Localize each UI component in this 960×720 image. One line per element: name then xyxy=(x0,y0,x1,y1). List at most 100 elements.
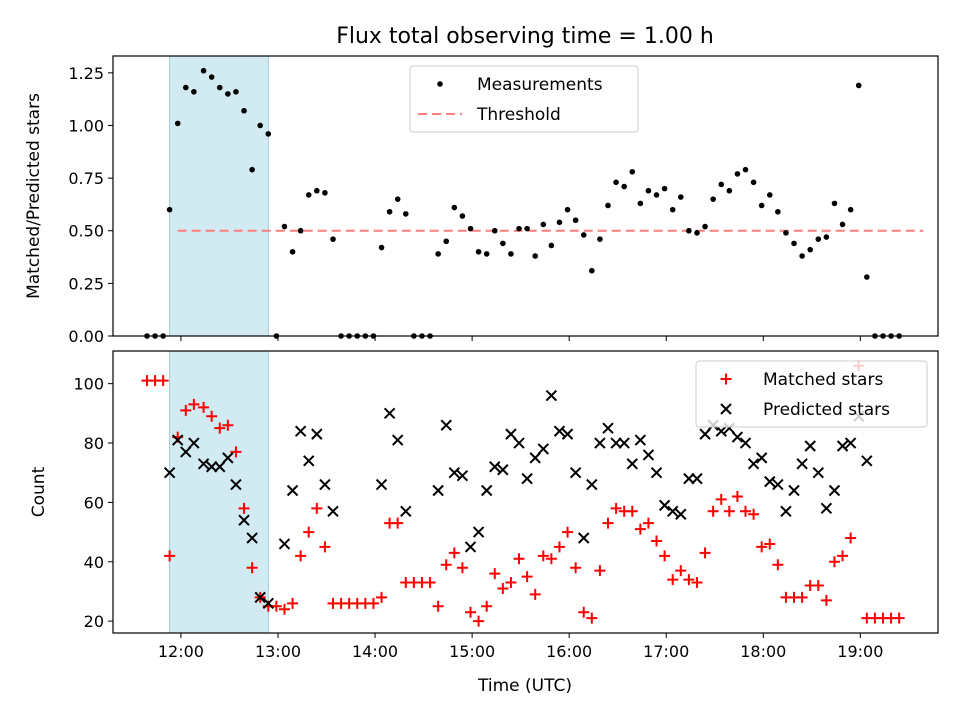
matched-star-point xyxy=(659,550,671,562)
predicted-star-point xyxy=(691,472,703,485)
measurement-point xyxy=(182,84,189,91)
matched-star-point xyxy=(707,505,719,517)
matched-star-point xyxy=(303,526,315,538)
matched-star-point xyxy=(367,597,379,609)
predicted-star-point xyxy=(537,443,550,455)
measurement-point xyxy=(661,185,668,192)
measurement-point xyxy=(637,200,644,207)
measurement-point xyxy=(314,187,320,194)
matched-star-point xyxy=(440,559,452,571)
matched-star-point xyxy=(319,541,331,553)
x-tick-label: 17:00 xyxy=(643,642,689,661)
measurement-point xyxy=(597,236,603,242)
matched-star-point xyxy=(465,606,476,618)
legend-label: Threshold xyxy=(476,105,561,125)
measurement-point xyxy=(694,230,700,236)
predicted-star-point xyxy=(739,437,752,449)
predicted-star-point xyxy=(626,458,638,470)
predicted-star-point xyxy=(521,472,533,485)
y-tick-label: 1.25 xyxy=(68,64,104,83)
measurement-point xyxy=(174,120,181,127)
matched-star-point xyxy=(610,502,622,514)
y-tick-label: 100 xyxy=(73,375,104,394)
matched-star-point xyxy=(448,547,460,559)
legend-dot-marker xyxy=(437,81,443,87)
measurement-point xyxy=(710,196,716,202)
measurement-point xyxy=(467,225,474,232)
matched-star-point xyxy=(634,523,646,535)
measurement-point xyxy=(216,84,223,91)
matched-star-point xyxy=(432,600,444,612)
predicted-star-point xyxy=(861,455,873,467)
measurement-point xyxy=(191,88,197,95)
measurement-point xyxy=(402,211,409,217)
bottom-marks xyxy=(141,350,905,634)
y-tick-label: 60 xyxy=(84,493,104,512)
legend-label: Matched stars xyxy=(763,370,883,390)
measurement-point xyxy=(847,206,854,213)
predicted-star-point xyxy=(440,419,452,431)
measurement-point xyxy=(589,267,595,274)
measurement-point xyxy=(459,213,466,219)
measurement-point xyxy=(653,192,660,198)
measurement-point xyxy=(702,223,708,230)
matched-star-point xyxy=(562,526,574,538)
matched-star-point xyxy=(287,597,299,609)
measurement-point xyxy=(831,200,838,207)
measurement-point xyxy=(508,251,514,257)
predicted-star-point xyxy=(294,425,307,437)
matched-star-point xyxy=(188,398,200,410)
measurement-point xyxy=(556,219,563,226)
matched-star-point xyxy=(675,565,687,577)
matched-star-point xyxy=(278,603,290,615)
top-y-axis-label: Matched/Predicted stars xyxy=(24,93,44,299)
measurement-point xyxy=(605,202,611,209)
matched-star-point xyxy=(764,538,776,550)
predicted-star-point xyxy=(642,449,655,461)
predicted-star-point xyxy=(586,478,598,491)
matched-star-point xyxy=(748,508,760,520)
measurement-point xyxy=(734,171,741,177)
measurement-point xyxy=(855,82,862,89)
measurement-point xyxy=(645,187,652,194)
matched-star-point xyxy=(392,517,404,529)
matched-star-point xyxy=(626,505,638,517)
top-ticks: 0.00 0.25 0.50 0.75 1.00 1.25 xyxy=(68,64,861,346)
predicted-star-point xyxy=(772,478,784,491)
predicted-star-point xyxy=(171,434,184,446)
measurement-point xyxy=(742,166,749,173)
predicted-star-point xyxy=(658,499,671,512)
predicted-star-point xyxy=(780,505,792,518)
legend-label: Measurements xyxy=(477,75,603,95)
y-tick-label: 0.50 xyxy=(68,222,104,241)
matched-star-point xyxy=(376,591,388,603)
matched-star-point xyxy=(481,600,493,612)
measurement-point xyxy=(726,187,733,194)
measurement-point xyxy=(564,206,571,213)
measurement-point xyxy=(580,232,587,238)
matched-star-point xyxy=(756,541,768,553)
predicted-star-point xyxy=(505,428,517,440)
matched-star-point xyxy=(198,401,210,413)
predicted-star-point xyxy=(634,434,647,446)
predicted-star-point xyxy=(844,437,857,449)
matched-star-point xyxy=(238,502,250,514)
matched-star-point xyxy=(529,588,541,600)
predicted-star-point xyxy=(456,469,469,482)
predicted-star-point xyxy=(327,505,339,518)
predicted-star-point xyxy=(303,455,315,467)
measurement-point xyxy=(330,236,336,242)
matched-star-point xyxy=(157,375,169,387)
legend-box xyxy=(695,360,928,428)
matched-star-point xyxy=(513,553,525,565)
matched-star-point xyxy=(180,404,192,416)
matched-star-point xyxy=(456,562,468,574)
predicted-star-point xyxy=(836,440,849,452)
measurement-point xyxy=(864,274,870,280)
matched-star-point xyxy=(651,535,663,547)
predicted-star-point xyxy=(197,458,210,470)
predicted-star-point xyxy=(529,452,541,464)
predicted-star-point xyxy=(650,466,663,479)
measurement-point xyxy=(540,221,547,228)
